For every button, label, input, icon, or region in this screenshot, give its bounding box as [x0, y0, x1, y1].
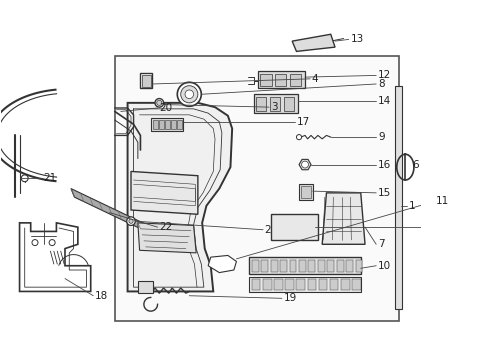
- Bar: [249, 277, 361, 292]
- Bar: [299, 184, 313, 200]
- Polygon shape: [299, 159, 311, 170]
- Text: 4: 4: [312, 74, 318, 84]
- Text: 14: 14: [378, 96, 391, 106]
- Bar: [341, 279, 349, 290]
- Bar: [271, 214, 318, 240]
- Bar: [290, 260, 296, 272]
- Text: 8: 8: [378, 79, 385, 89]
- Text: 7: 7: [378, 239, 385, 249]
- Bar: [249, 257, 361, 274]
- Text: 12: 12: [378, 71, 391, 80]
- Circle shape: [157, 100, 162, 105]
- Bar: [261, 74, 271, 86]
- Text: 17: 17: [296, 117, 310, 127]
- Bar: [115, 56, 399, 321]
- Text: 6: 6: [412, 161, 419, 170]
- Bar: [165, 120, 170, 130]
- Bar: [153, 120, 158, 130]
- Text: 19: 19: [284, 293, 297, 303]
- Bar: [299, 260, 306, 272]
- Bar: [285, 279, 294, 290]
- Polygon shape: [322, 193, 365, 244]
- Text: 9: 9: [378, 132, 385, 142]
- Circle shape: [129, 219, 133, 223]
- Bar: [330, 279, 339, 290]
- Text: 18: 18: [95, 291, 108, 301]
- Bar: [395, 86, 402, 309]
- Bar: [356, 260, 363, 272]
- Text: 13: 13: [350, 35, 364, 44]
- Bar: [263, 279, 271, 290]
- Bar: [352, 279, 361, 290]
- Text: 2: 2: [265, 225, 271, 235]
- Bar: [252, 279, 261, 290]
- Bar: [256, 97, 267, 111]
- Circle shape: [177, 82, 201, 106]
- Bar: [271, 260, 278, 272]
- Bar: [172, 120, 175, 130]
- Polygon shape: [71, 189, 150, 233]
- Bar: [284, 97, 294, 111]
- Bar: [319, 279, 327, 290]
- Bar: [141, 73, 152, 88]
- Text: 21: 21: [44, 173, 57, 183]
- Circle shape: [32, 240, 38, 246]
- Text: 3: 3: [271, 102, 277, 112]
- Polygon shape: [138, 223, 196, 253]
- Bar: [151, 118, 183, 131]
- Bar: [159, 120, 164, 130]
- Bar: [177, 120, 182, 130]
- Circle shape: [181, 86, 198, 103]
- Circle shape: [296, 135, 302, 140]
- Bar: [290, 74, 301, 86]
- Circle shape: [49, 240, 55, 246]
- Bar: [252, 260, 259, 272]
- Circle shape: [127, 217, 135, 225]
- Circle shape: [185, 90, 194, 99]
- Bar: [142, 75, 151, 86]
- Text: 20: 20: [159, 103, 172, 113]
- Text: 10: 10: [378, 261, 391, 271]
- Polygon shape: [208, 256, 237, 273]
- Bar: [280, 260, 287, 272]
- Text: 22: 22: [159, 222, 172, 232]
- Text: 11: 11: [436, 197, 449, 206]
- Bar: [254, 94, 298, 113]
- Text: 1: 1: [409, 201, 416, 211]
- Polygon shape: [131, 171, 198, 214]
- Polygon shape: [127, 103, 232, 292]
- Polygon shape: [292, 34, 335, 51]
- Bar: [337, 260, 343, 272]
- Circle shape: [155, 99, 164, 107]
- Bar: [301, 186, 311, 198]
- Circle shape: [21, 175, 28, 182]
- Bar: [309, 260, 316, 272]
- Bar: [327, 260, 334, 272]
- Bar: [270, 97, 280, 111]
- Bar: [261, 260, 268, 272]
- Bar: [138, 281, 153, 293]
- Bar: [296, 279, 305, 290]
- Text: 16: 16: [378, 159, 391, 170]
- Polygon shape: [20, 223, 91, 292]
- Bar: [308, 279, 316, 290]
- Text: 15: 15: [378, 188, 391, 198]
- Bar: [258, 71, 305, 88]
- Bar: [275, 74, 286, 86]
- Bar: [346, 260, 353, 272]
- Bar: [274, 279, 283, 290]
- Bar: [318, 260, 325, 272]
- Circle shape: [302, 161, 309, 168]
